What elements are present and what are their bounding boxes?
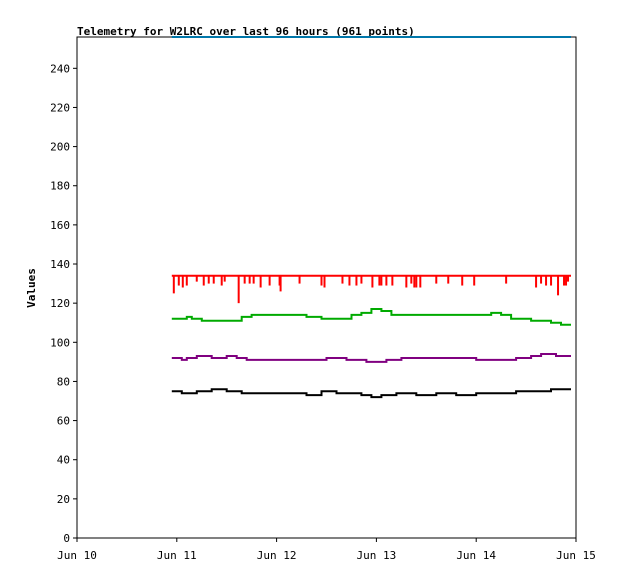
y-tick-label: 20 (57, 493, 70, 506)
series-layer (171, 36, 571, 399)
y-tick-label: 180 (50, 180, 70, 193)
y-tick-label: 80 (57, 375, 70, 388)
x-tick-label: Jun 11 (157, 549, 197, 562)
y-axis-ticks: 0 20 40 60 80 100 120 140 160 180 200 220 240 (50, 62, 77, 545)
y-tick-label: 40 (57, 454, 70, 467)
plot-frame (76, 36, 577, 539)
x-tick-label: Jun 13 (357, 549, 397, 562)
y-tick-label: 140 (50, 258, 70, 271)
y-tick-label: 120 (50, 297, 70, 310)
series-line-2 (171, 353, 571, 363)
chart-title: Telemetry for W2LRC over last 96 hours (… (77, 25, 415, 38)
x-tick-label: Jun 12 (257, 549, 297, 562)
y-tick-label: 240 (50, 62, 70, 75)
x-tick-label: Jun 15 (556, 549, 596, 562)
series-line-1 (171, 308, 571, 326)
y-tick-label: 100 (50, 336, 70, 349)
y-tick-label: 160 (50, 219, 70, 232)
series-line-3 (171, 388, 571, 399)
y-tick-label: 200 (50, 141, 70, 154)
x-tick-label: Jun 10 (57, 549, 97, 562)
y-tick-label: 220 (50, 101, 70, 114)
x-tick-label: Jun 14 (456, 549, 496, 562)
y-tick-label: 0 (63, 532, 70, 545)
y-axis-label: Values (25, 268, 38, 308)
y-tick-label: 60 (57, 415, 70, 428)
x-axis-ticks: Jun 10 Jun 11 Jun 12 Jun 13 Jun 14 Jun 15 (57, 538, 596, 562)
